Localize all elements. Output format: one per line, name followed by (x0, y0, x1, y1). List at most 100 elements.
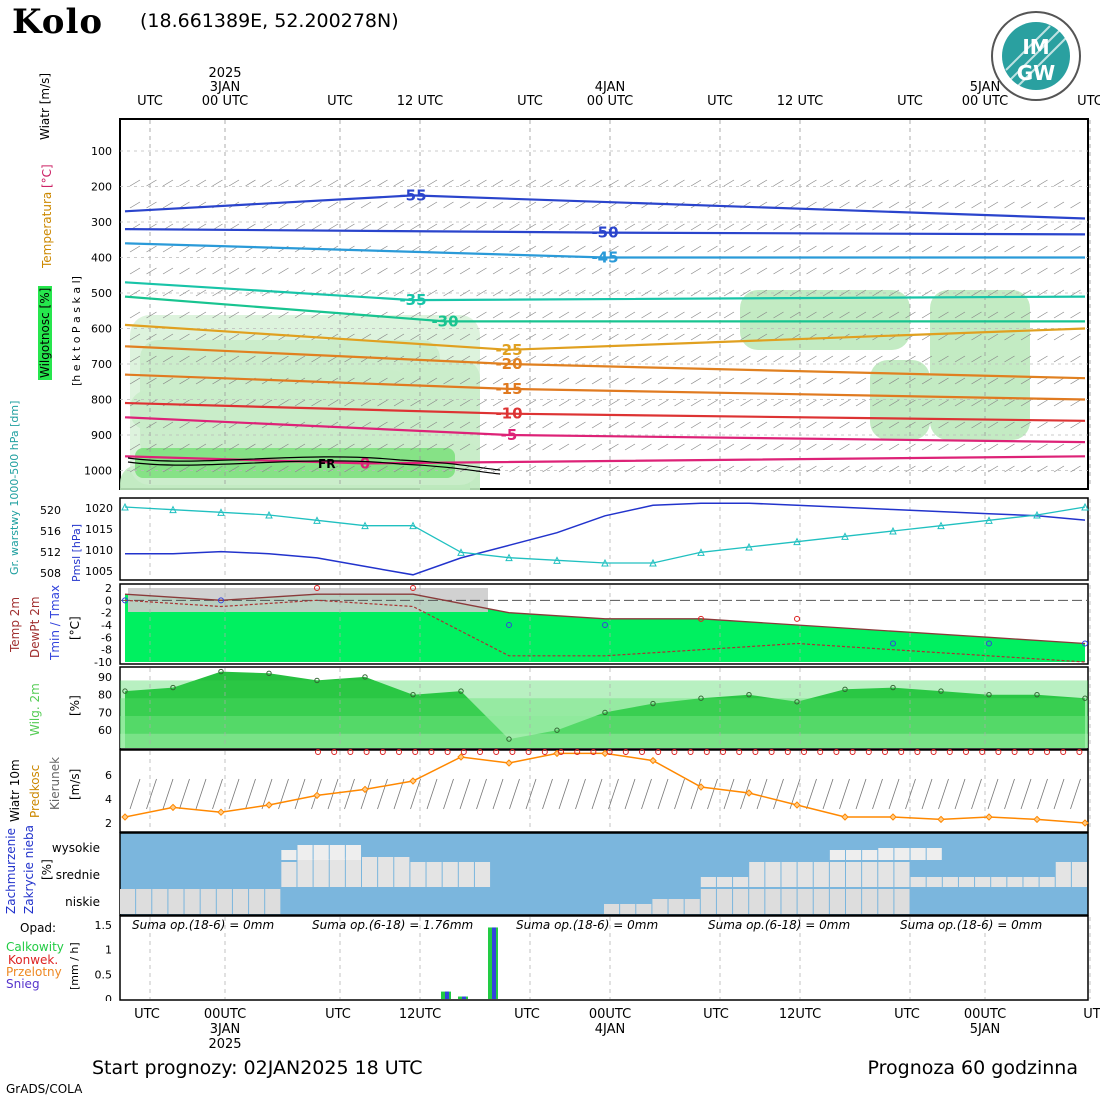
wind-barb (872, 465, 883, 473)
wind-speed-marker (169, 803, 177, 812)
wind-barb (872, 377, 883, 385)
gust-marker (460, 749, 467, 755)
thickness-marker (1033, 510, 1041, 519)
wind-barb (525, 311, 537, 319)
wind-barb (459, 245, 471, 253)
wind-barb (558, 245, 570, 253)
wind-barb (509, 333, 520, 341)
wind-barb (344, 465, 355, 473)
wind-barb (278, 465, 289, 473)
profile-ytick: 200 (91, 181, 112, 194)
wind-barb (1037, 355, 1048, 363)
wind-barb (162, 201, 174, 209)
cloud-mid-bar (297, 859, 313, 887)
logo-text-bottom: GW (1017, 61, 1055, 85)
wind-barb (426, 465, 438, 473)
pressure-panel: 520 516 512 508 1020 1015 1010 1005 (40, 497, 1091, 581)
wind-speed-marker (313, 791, 321, 800)
wind-barb (1004, 267, 1015, 275)
wind-barb (476, 399, 487, 407)
cloud-low-bar (878, 889, 894, 914)
precip-panel: 1.5 1 0.5 0 Suma op.(18-6) = 0mm Suma op.(6-1… (95, 915, 1091, 1001)
cloud-mid-bar (749, 862, 765, 887)
wind-barb (459, 223, 471, 231)
temp-ytick: -6 (101, 631, 112, 644)
temp-label-dewpt: DewPt 2m (28, 596, 42, 658)
wind-barb (525, 377, 537, 385)
wind-barb (740, 179, 751, 187)
wind-barb (146, 421, 157, 429)
tmin-marker (986, 640, 992, 647)
wind-barb (987, 201, 999, 209)
wind-barb (872, 778, 883, 810)
wind-barb (1020, 289, 1032, 297)
wind-barb (1037, 421, 1048, 429)
wind-barb (327, 443, 339, 451)
wind-barb (575, 333, 586, 341)
wind-barb (261, 267, 273, 275)
cloud-low-bar (749, 889, 765, 914)
gust-marker (703, 749, 710, 755)
wind-barb (509, 245, 520, 253)
wind-barb (657, 399, 669, 407)
grads-credit: GrADS/COLA (6, 1082, 83, 1096)
profile-ytick: 500 (91, 287, 112, 300)
wind-barb (657, 289, 669, 297)
wind-barb (1053, 289, 1065, 297)
wind-barb (575, 223, 586, 231)
wind-barb (674, 421, 685, 429)
wind-barb (707, 377, 718, 385)
wind-barb (756, 179, 768, 187)
wind-barb (294, 355, 306, 363)
cloud-low-bar (733, 889, 749, 914)
wind-barb (608, 333, 619, 341)
wind-barb (410, 465, 421, 473)
precip-title: Opad: (20, 921, 57, 935)
wind-barb (360, 465, 372, 473)
wind-barb (657, 179, 669, 187)
wind-barb (146, 245, 157, 253)
wind-barb (410, 311, 421, 319)
gust-marker (1044, 749, 1050, 755)
wind-speed-marker (649, 756, 657, 765)
cloud-low-bar (652, 899, 668, 914)
wind-barb (129, 179, 141, 187)
wind-barb (575, 311, 586, 319)
wind-barb (410, 201, 421, 209)
wind-barb (641, 267, 652, 275)
wind-barb (872, 355, 883, 363)
wind-barb (938, 421, 949, 429)
wind-barb (756, 355, 768, 363)
humidity-marker (746, 691, 752, 698)
wind-barb (278, 399, 289, 407)
wind-barb (971, 289, 982, 297)
wind-barb (525, 399, 537, 407)
cloud-low-bar (781, 889, 797, 914)
wind-barb (608, 443, 619, 451)
wind-barb (509, 399, 520, 407)
wind-barb (179, 443, 190, 451)
wind-barb (1037, 778, 1048, 810)
wind-barb (476, 223, 487, 231)
wind-barb (723, 465, 735, 473)
wind-barb (426, 333, 438, 341)
wind-barb (641, 377, 652, 385)
top-axis-label: 5JAN (970, 80, 1001, 95)
wind-barb (1020, 245, 1032, 253)
wind-barb (558, 443, 570, 451)
wind-barb (294, 179, 306, 187)
wind-barb (1053, 201, 1065, 209)
wind-barb (888, 245, 900, 253)
wind-barb (822, 399, 834, 407)
wind-barb (938, 289, 949, 297)
precip-legend-snow: Snieg (6, 977, 40, 991)
wind-barb (806, 289, 817, 297)
gust-marker (379, 749, 386, 755)
wind-barb (690, 421, 702, 429)
cloud-mid-bar (958, 877, 975, 887)
wind-barb (228, 333, 240, 341)
wind-barb (806, 267, 817, 275)
wind-barb (410, 333, 421, 341)
wind-barb (509, 201, 520, 209)
thickness-marker (745, 542, 753, 551)
